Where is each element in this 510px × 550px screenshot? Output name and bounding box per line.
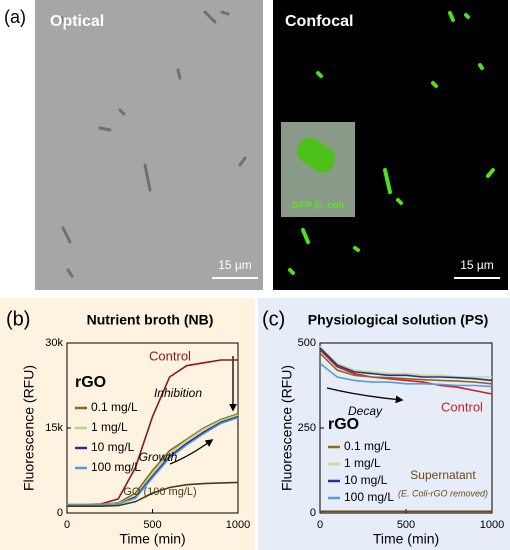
y-tick-label: 500 (298, 337, 316, 349)
image-label: Confocal (285, 13, 353, 30)
direct-label: Control (149, 348, 191, 363)
legend-label: 0.1 mg/L (91, 400, 138, 414)
legend-label: 10 mg/L (91, 440, 135, 454)
y-tick-label: 0 (57, 507, 63, 519)
annotation: Growth (139, 450, 178, 464)
legend-label: 100 mg/L (91, 460, 141, 474)
panel-label: (c) (262, 308, 285, 330)
chart-title: Nutrient broth (NB) (87, 312, 214, 328)
legend-label: 0.1 mg/L (344, 439, 391, 453)
panel-label: (b) (6, 308, 30, 330)
legend-label: 1 mg/L (344, 456, 381, 470)
figure-label: (a) (4, 7, 26, 27)
arrow (326, 387, 404, 404)
legend-label: 1 mg/L (91, 420, 128, 434)
series-line (319, 352, 493, 385)
direct-label: GO (100 mg/L) (123, 486, 196, 498)
series-line (319, 345, 492, 378)
inset-label: GFP E. coli (292, 201, 345, 212)
y-tick-label: 250 (298, 422, 316, 434)
chart-title: Physiological solution (PS) (308, 312, 488, 328)
series-line (319, 349, 493, 395)
legend-title: rGO (75, 374, 106, 391)
x-tick-label: 500 (397, 519, 415, 531)
optical-image: Optical 15 µm (35, 0, 263, 290)
scale-bar-label: 15 µm (218, 258, 252, 272)
legend-label: 10 mg/L (344, 473, 388, 487)
panel-background (258, 298, 510, 550)
x-tick-label: 1000 (480, 519, 504, 531)
y-tick-label: 0 (310, 507, 316, 519)
y-tick-label: 15k (45, 422, 63, 434)
x-axis-label: Time (min) (373, 531, 439, 547)
legend-label: 100 mg/L (344, 490, 394, 504)
series-line (67, 417, 239, 506)
annotation: Decay (348, 404, 383, 418)
annotation: Inhibition (154, 386, 202, 400)
direct-label: Control (441, 399, 483, 414)
series-line (319, 347, 493, 382)
x-tick-label: 0 (64, 519, 70, 531)
y-axis-label: Fluorescence (RFU) (279, 365, 295, 491)
legend-title: rGO (328, 416, 359, 433)
image-label: Optical (50, 13, 104, 30)
annotation: (E. Coli-rGO removed) (398, 488, 488, 498)
series-line (319, 362, 493, 388)
x-tick-label: 1000 (226, 519, 250, 531)
y-tick-label: 30k (45, 337, 63, 349)
series-line (67, 481, 239, 507)
direct-label: Supernatant (410, 468, 476, 482)
x-tick-label: 0 (317, 519, 323, 531)
confocal-image: GFP E. coli Confocal 15 µm (273, 0, 508, 290)
arrow (169, 439, 214, 465)
scale-bar-label: 15 µm (460, 258, 494, 272)
y-axis-label: Fluorescence (RFU) (21, 365, 37, 491)
x-axis-label: Time (min) (119, 531, 185, 547)
x-tick-label: 500 (143, 519, 161, 531)
